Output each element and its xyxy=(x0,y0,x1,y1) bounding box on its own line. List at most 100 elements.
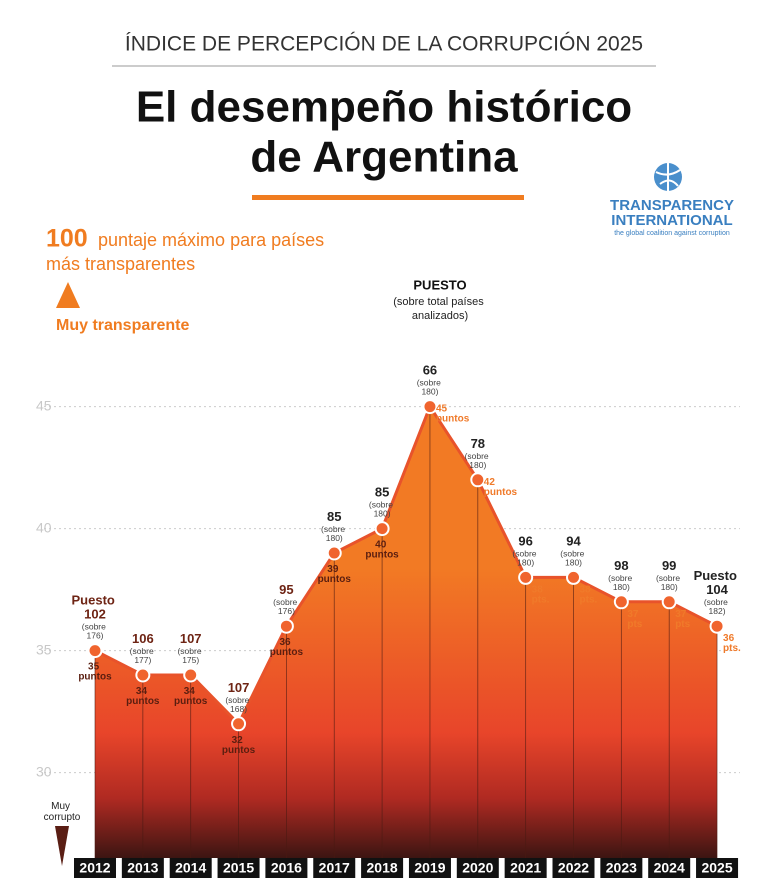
year-box xyxy=(552,858,595,878)
rank-note: (sobre 180) xyxy=(321,524,347,543)
x-tick-label: 2017 xyxy=(319,860,350,876)
point xyxy=(470,472,486,488)
value-label: 34 puntos xyxy=(126,686,160,707)
year-box xyxy=(504,858,547,878)
note-number: 100 xyxy=(46,225,88,253)
x-tick-label: 2023 xyxy=(606,860,637,876)
rank-label: Puesto 104 xyxy=(694,569,741,598)
rank-label: Puesto 102 xyxy=(72,593,119,622)
point xyxy=(183,667,199,683)
year-box xyxy=(696,858,739,878)
point xyxy=(709,618,725,634)
title: de Argentina xyxy=(250,133,518,182)
rank-note: (sobre 180) xyxy=(465,451,491,470)
y-tick-label: 40 xyxy=(36,519,52,535)
rank-label: 94 xyxy=(566,534,581,549)
header: ÍNDICE DE PERCEPCIÓN DE LA CORRUPCIÓN 20… xyxy=(125,33,643,56)
point xyxy=(613,594,629,610)
value-label: 42 puntos xyxy=(484,476,518,497)
x-tick-label: 2024 xyxy=(654,860,685,876)
x-tick-label: 2013 xyxy=(127,860,158,876)
rank-note: (sobre 180) xyxy=(417,378,443,397)
x-tick-label: 2016 xyxy=(271,860,302,876)
year-box xyxy=(74,858,116,878)
up-arrow xyxy=(56,282,80,308)
logo: TRANSPARENCY INTERNATIONAL the global co… xyxy=(610,163,734,237)
y-tick-label: 35 xyxy=(36,641,52,657)
rank-label: 99 xyxy=(662,558,676,573)
year-box xyxy=(361,858,404,878)
logo-name: INTERNATIONAL xyxy=(611,212,732,229)
value-label: 36 pts. xyxy=(723,633,741,654)
x-tick-label: 2025 xyxy=(701,860,732,876)
x-tick-label: 2019 xyxy=(414,860,445,876)
year-box xyxy=(600,858,643,878)
rank-note: (sobre 180) xyxy=(369,500,395,519)
bottom-label: Muy corrupto xyxy=(44,801,81,823)
rank-label: 85 xyxy=(375,485,389,500)
point xyxy=(278,618,294,634)
rank-label: 78 xyxy=(471,436,485,451)
note-text: puntaje máximo para países más transpare… xyxy=(46,230,329,274)
rank-label: 85 xyxy=(327,509,341,524)
value-label: 40 puntos xyxy=(365,539,399,560)
year-box xyxy=(121,858,164,878)
rank-label: 106 xyxy=(132,631,154,646)
y-tick-label: 30 xyxy=(36,763,52,779)
rank-note: (sobre 168) xyxy=(225,695,251,714)
value-label: 38 pts. xyxy=(532,584,550,605)
rank-note: (sobre 180) xyxy=(512,549,538,568)
point xyxy=(566,569,581,585)
value-label: 37 pts xyxy=(675,608,690,629)
rank-label: 96 xyxy=(518,534,532,549)
year-box xyxy=(217,858,260,878)
rank-label: 107 xyxy=(228,680,250,695)
y-tick-label: 45 xyxy=(36,397,52,413)
point xyxy=(135,667,151,683)
year-box xyxy=(408,858,451,878)
line xyxy=(94,403,718,727)
rank-header-note: (sobre total países analizados) xyxy=(393,296,487,322)
year-box xyxy=(648,858,691,878)
value-label: 39 puntos xyxy=(318,564,352,585)
title-underline xyxy=(252,195,524,200)
logo-globe-lines xyxy=(655,163,681,191)
rank-note: (sobre 176) xyxy=(82,622,108,641)
rank-header: PUESTO xyxy=(413,277,466,292)
value-label: 36 puntos xyxy=(270,637,304,658)
rank-note: (sobre 182) xyxy=(704,597,730,616)
title: El desempeño histórico xyxy=(136,83,632,132)
x-tick-label: 2012 xyxy=(79,860,110,876)
rank-label: 98 xyxy=(614,558,628,573)
value-label: 35 puntos xyxy=(78,661,112,682)
point xyxy=(422,399,438,415)
x-tick-label: 2014 xyxy=(175,860,206,876)
rank-label: 66 xyxy=(423,363,437,378)
year-box xyxy=(265,858,308,878)
point xyxy=(87,643,103,659)
rank-label: 107 xyxy=(180,631,202,646)
year-box xyxy=(456,858,499,878)
rank-note: (sobre 180) xyxy=(656,573,682,592)
value-label: 38 pts. xyxy=(580,584,598,605)
rank-note: (sobre 175) xyxy=(177,646,203,665)
value-label: 37 pts xyxy=(627,608,642,629)
point xyxy=(231,716,247,732)
rank-note: (sobre 176) xyxy=(273,597,299,616)
year-box xyxy=(313,858,356,878)
x-tick-label: 2015 xyxy=(223,860,254,876)
area xyxy=(95,406,718,858)
logo-tagline: the global coalition against corruption xyxy=(614,230,730,237)
note-label: Muy transparente xyxy=(56,317,189,334)
logo-name: TRANSPARENCY xyxy=(610,197,734,214)
point xyxy=(661,594,677,610)
down-arrow xyxy=(55,826,69,866)
x-tick-label: 2022 xyxy=(558,860,589,876)
rank-note: (sobre 180) xyxy=(560,549,586,568)
x-tick-label: 2018 xyxy=(367,860,398,876)
rank-label: 95 xyxy=(279,583,293,598)
point xyxy=(518,569,534,585)
value-label: 34 puntos xyxy=(174,686,208,707)
